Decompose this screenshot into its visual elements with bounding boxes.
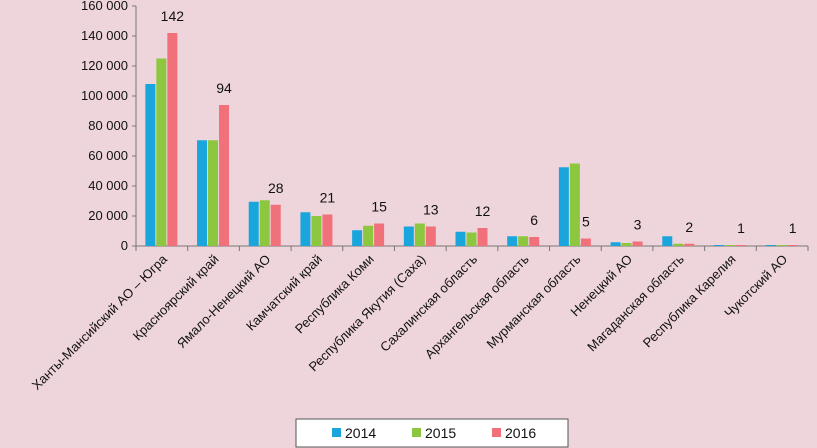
y-tick-label: 40 000 [88,178,128,193]
bar-2015-6 [414,223,425,246]
bar-2014-2 [197,140,208,246]
bar-2015-1 [156,58,167,246]
data-label: 94 [216,80,232,96]
bar-2014-6 [403,226,414,246]
bar-2014-9 [558,167,569,246]
legend-label-2014: 2014 [345,425,376,441]
data-label: 12 [475,203,491,219]
y-tick-label: 0 [121,238,128,253]
data-label: 15 [371,199,387,215]
category-label: Мурманская область [484,251,584,351]
bar-2016-8 [529,237,540,246]
category-label: Сахалинская область [377,251,480,354]
y-tick-label: 140 000 [81,28,128,43]
category-label: Республика Карелия [640,252,739,351]
data-label: 2 [685,219,693,235]
data-label: 3 [634,217,642,233]
y-tick-label: 100 000 [81,88,128,103]
bar-2015-9 [569,163,580,246]
bar-2014-12 [713,245,724,246]
bar-2014-1 [145,84,156,246]
legend-label-2016: 2016 [505,425,536,441]
legend-swatch-2015 [412,428,421,437]
bar-2015-4 [311,216,322,246]
legend-swatch-2016 [492,428,501,437]
category-label: Архангельская область [422,251,532,361]
bar-2014-4 [300,212,311,246]
category-label: Магаданская область [584,251,687,354]
y-tick-label: 20 000 [88,208,128,223]
bar-2016-11 [684,243,695,246]
bar-2015-2 [208,140,219,246]
bar-2016-13 [787,245,798,246]
bar-2016-7 [477,228,488,246]
bar-2016-3 [270,204,281,246]
bar-2016-5 [374,223,385,246]
data-label: 13 [423,202,439,218]
bar-2016-6 [425,226,436,246]
bar-2015-7 [466,232,477,246]
bars [145,33,798,246]
y-tick-label: 120 000 [81,58,128,73]
bar-2014-13 [765,245,776,246]
bar-2015-10 [621,243,632,246]
legend-label-2015: 2015 [425,425,456,441]
data-label: 28 [268,180,284,196]
bar-2014-7 [455,231,466,246]
data-label: 1 [737,220,745,236]
data-label: 1 [789,220,797,236]
axes: 0 20 000 40 000 60 000 80 000 100 000 120 000 1… [81,0,809,253]
bar-2016-4 [322,214,333,246]
bar-2015-13 [776,245,787,246]
y-tick-label: 80 000 [88,118,128,133]
data-label: 142 [161,8,185,24]
bar-2016-2 [219,105,230,246]
bar-2015-5 [363,225,374,246]
bar-2016-9 [580,238,591,246]
bar-2016-1 [167,33,178,246]
bar-2014-5 [352,230,363,246]
bar-2014-3 [248,201,259,246]
bar-2015-12 [724,245,735,246]
bar-2016-10 [632,241,643,246]
legend-box [295,418,569,448]
category-label: Красноярский край [130,252,222,344]
bar-2014-10 [610,242,621,246]
bar-2014-11 [662,236,673,246]
legend-swatch-2014 [332,428,341,437]
data-label: 21 [320,190,336,206]
legend: 2014 2015 2016 [295,418,569,448]
bar-2016-12 [735,245,746,246]
y-tick-label: 60 000 [88,148,128,163]
bar-2015-8 [518,236,529,246]
category-label: Ямало-Ненецкий АО [174,252,273,351]
bar-2014-8 [507,236,518,246]
bar-2015-3 [259,200,270,246]
data-label: 6 [530,212,538,228]
data-label: 5 [582,214,590,230]
bar-2015-11 [673,243,684,246]
y-tick-label: 160 000 [81,0,128,13]
